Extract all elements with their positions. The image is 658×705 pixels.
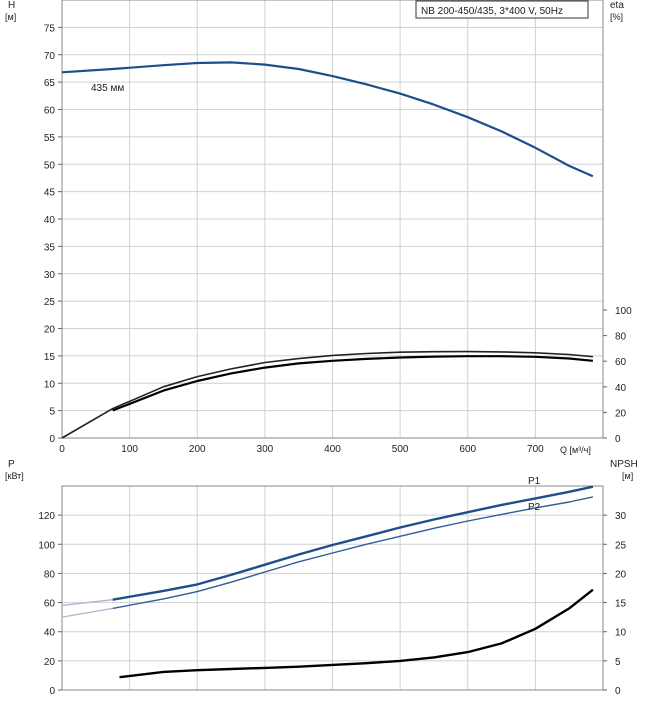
eta-curve-thin (61, 350, 593, 439)
top-right-tick-label: 0 (615, 434, 621, 445)
eta-curve-thick (112, 355, 594, 412)
x-tick-label: 600 (459, 444, 476, 455)
bottom-right-axis-label: NPSH (610, 459, 638, 470)
curve-label-435mm: 435 мм (91, 83, 124, 94)
x-tick-label: 0 (59, 444, 65, 455)
p1-curve (112, 485, 594, 601)
legend-p1: P1 (528, 476, 541, 487)
bottom-left-tick-label: 80 (44, 569, 56, 580)
top-right-tick-label: 40 (615, 383, 627, 394)
bottom-right-tick-label: 10 (615, 628, 627, 639)
top-left-tick-label: 50 (44, 160, 56, 171)
top-left-tick-label: 40 (44, 215, 56, 226)
top-left-tick-label: 55 (44, 133, 56, 144)
bottom-left-tick-label: 0 (49, 686, 55, 697)
bottom-left-tick-label: 60 (44, 599, 56, 610)
x-tick-label: 300 (257, 444, 274, 455)
top-grid (62, 0, 603, 438)
top-right-axis-label: eta (610, 0, 624, 11)
bottom-grid (62, 486, 603, 690)
top-left-axis-label: H (8, 0, 15, 11)
top-left-tick-label: 0 (49, 434, 55, 445)
top-right-tick-label: 100 (615, 306, 632, 317)
bottom-left-tick-label: 100 (38, 540, 55, 551)
x-tick-label: 500 (392, 444, 409, 455)
p2-extension (61, 607, 113, 618)
bottom-left-axis-label: P (8, 459, 15, 470)
top-left-tick-label: 10 (44, 379, 56, 390)
top-left-tick-label: 60 (44, 106, 56, 117)
head-curve (61, 61, 594, 178)
bottom-left-tick-label: 20 (44, 657, 56, 668)
npsh-curve (119, 588, 594, 679)
top-right-tick-label: 20 (615, 408, 627, 419)
bottom-right-tick-label: 15 (615, 599, 627, 610)
x-tick-label: 200 (189, 444, 206, 455)
bottom-left-tick-label: 40 (44, 628, 56, 639)
x-tick-label: 700 (527, 444, 544, 455)
top-left-tick-label: 15 (44, 352, 56, 363)
top-curves (61, 61, 594, 439)
top-right-tick-label: 80 (615, 332, 627, 343)
x-tick-label: 100 (121, 444, 138, 455)
bottom-right-tick-label: 20 (615, 569, 627, 580)
bottom-plot-frame (61, 485, 604, 691)
top-left-axis-unit: [м] (5, 12, 16, 22)
bottom-right-axis-unit: [м] (622, 471, 633, 481)
top-left-tick-label: 30 (44, 270, 56, 281)
p2-curve (112, 496, 594, 610)
bottom-right-tick-label: 0 (615, 686, 621, 697)
top-right-axis-unit: [%] (610, 12, 623, 22)
x-tick-label: 400 (324, 444, 341, 455)
top-left-tick-label: 35 (44, 242, 56, 253)
chart-title: NB 200-450/435, 3*400 V, 50Hz (421, 6, 563, 17)
bottom-right-tick-label: 25 (615, 540, 627, 551)
bottom-left-tick-label: 120 (38, 511, 55, 522)
bottom-ticks: 0 20 40 60 80 100 120 0 5 10 15 20 25 30 (38, 511, 626, 697)
bottom-right-tick-label: 5 (615, 657, 621, 668)
bottom-right-tick-label: 30 (615, 511, 627, 522)
top-left-tick-label: 70 (44, 51, 56, 62)
bottom-left-axis-unit: [кВт] (5, 471, 24, 481)
top-left-tick-label: 65 (44, 78, 56, 89)
top-left-tick-label: 75 (44, 23, 56, 34)
top-right-tick-label: 60 (615, 357, 627, 368)
p1-extension (61, 598, 113, 607)
top-left-tick-label: 45 (44, 188, 56, 199)
chart-title-box (415, 0, 589, 19)
top-left-tick-label: 25 (44, 297, 56, 308)
top-left-tick-label: 5 (49, 407, 55, 418)
legend-p2: P2 (528, 502, 541, 513)
bottom-curves (61, 485, 594, 679)
x-axis-label: Q [м³/ч] (560, 445, 591, 455)
top-left-tick-label: 20 (44, 325, 56, 336)
